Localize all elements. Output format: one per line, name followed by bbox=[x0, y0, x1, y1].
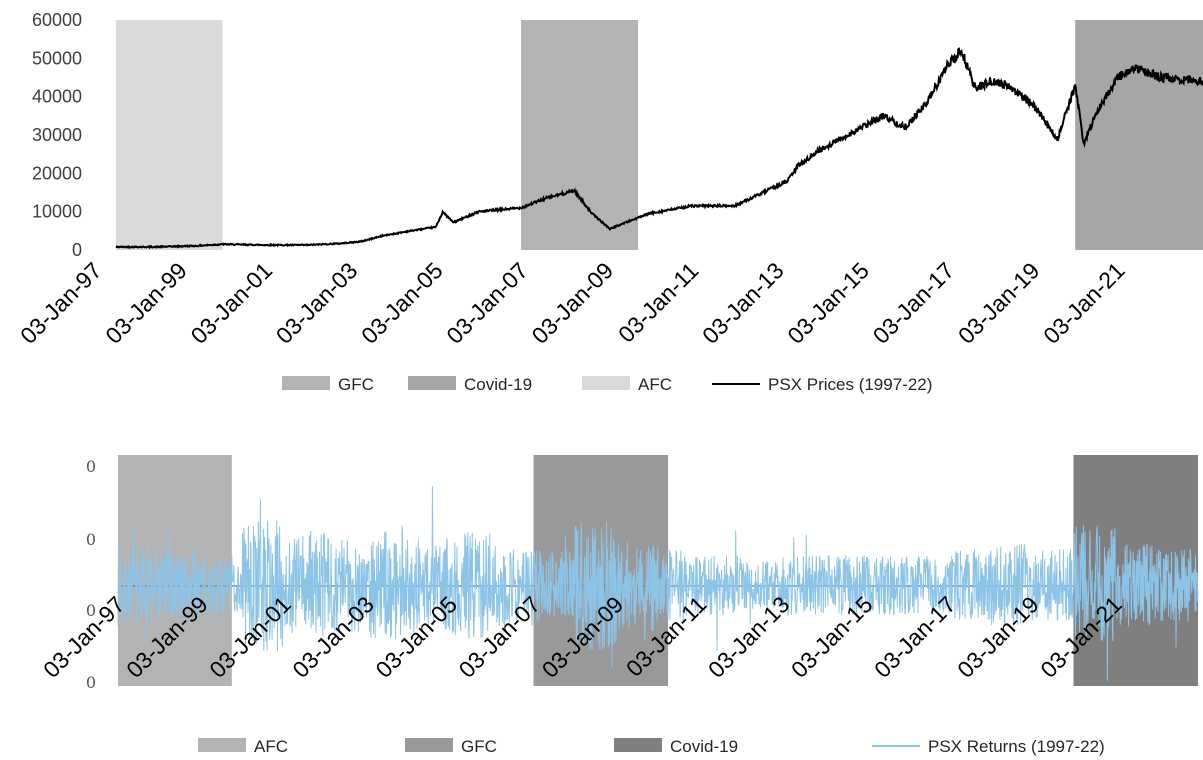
returns-legend-item: Covid-19 bbox=[614, 737, 738, 756]
returns-series-line bbox=[117, 486, 1199, 682]
prices-legend-item: AFC bbox=[582, 375, 672, 394]
returns-legend-item: GFC bbox=[405, 737, 497, 756]
prices-x-tick-label: 03-Jan-07 bbox=[441, 257, 533, 349]
returns-x-tick-label: 03-Jan-15 bbox=[786, 591, 878, 683]
prices-x-tick-label: 03-Jan-13 bbox=[697, 257, 789, 349]
prices-x-tick-label: 03-Jan-05 bbox=[356, 257, 448, 349]
prices-x-tick-label: 03-Jan-99 bbox=[100, 257, 192, 349]
prices-legend-label: AFC bbox=[638, 375, 672, 394]
returns-legend-swatch bbox=[405, 738, 453, 752]
prices-legend-label: Covid-19 bbox=[464, 375, 532, 394]
prices-y-tick-label: 20000 bbox=[32, 163, 82, 183]
prices-shade-covid-19 bbox=[1075, 20, 1203, 250]
prices-x-tick-label: 03-Jan-19 bbox=[953, 257, 1045, 349]
prices-x-tick-label: 03-Jan-11 bbox=[613, 257, 703, 347]
returns-x-tick-label: 03-Jan-19 bbox=[952, 591, 1044, 683]
returns-y-tick-label: 0 bbox=[86, 457, 96, 476]
returns-y-tick-label: 0 bbox=[86, 673, 96, 692]
prices-legend-swatch bbox=[582, 376, 630, 390]
prices-legend-item: Covid-19 bbox=[408, 375, 532, 394]
prices-y-tick-label: 10000 bbox=[32, 202, 82, 222]
prices-shade-afc bbox=[115, 20, 223, 250]
returns-legend-item: PSX Returns (1997-22) bbox=[872, 737, 1105, 756]
prices-y-tick-label: 60000 bbox=[32, 10, 82, 30]
prices-x-tick-label: 03-Jan-03 bbox=[271, 257, 363, 349]
prices-legend-item: GFC bbox=[282, 375, 374, 394]
returns-legend-label: Covid-19 bbox=[670, 737, 738, 756]
returns-legend-item: AFC bbox=[198, 737, 288, 756]
prices-legend-label: GFC bbox=[338, 375, 374, 394]
returns-legend-label: GFC bbox=[461, 737, 497, 756]
prices-x-tick-label: 03-Jan-97 bbox=[15, 257, 107, 349]
returns-x-tick-label: 03-Jan-17 bbox=[869, 591, 961, 683]
prices-x-tick-label: 03-Jan-01 bbox=[186, 257, 278, 349]
returns-legend-label: PSX Returns (1997-22) bbox=[928, 737, 1105, 756]
returns-x-tick-label: 03-Jan-97 bbox=[38, 591, 130, 683]
returns-legend-swatch bbox=[614, 738, 662, 752]
returns-legend-swatch bbox=[198, 738, 246, 752]
prices-legend-label: PSX Prices (1997-22) bbox=[768, 375, 932, 394]
prices-legend-item: PSX Prices (1997-22) bbox=[712, 375, 932, 394]
returns-y-tick-label: 0 bbox=[86, 530, 96, 549]
returns-legend-label: AFC bbox=[254, 737, 288, 756]
prices-x-tick-label: 03-Jan-17 bbox=[868, 257, 960, 349]
prices-x-tick-label: 03-Jan-21 bbox=[1038, 257, 1130, 349]
prices-y-tick-label: 0 bbox=[72, 240, 82, 260]
prices-series-line bbox=[115, 47, 1203, 250]
prices-legend-swatch bbox=[282, 376, 330, 390]
returns-y-tick-label: 0 bbox=[86, 601, 96, 620]
prices-y-tick-label: 30000 bbox=[32, 125, 82, 145]
prices-x-tick-label: 03-Jan-15 bbox=[782, 257, 874, 349]
prices-x-tick-label: 03-Jan-09 bbox=[527, 257, 619, 349]
prices-y-tick-label: 40000 bbox=[32, 87, 82, 107]
psx-prices-chart: 0 10000 20000 30000 40000 50000 60000 03-Jan-97… bbox=[15, 10, 1203, 394]
prices-legend-swatch bbox=[408, 376, 456, 390]
psx-returns-chart: 000003-Jan-9703-Jan-9903-Jan-0103-Jan-03… bbox=[38, 455, 1199, 756]
prices-shade-gfc bbox=[521, 20, 639, 250]
prices-y-tick-label: 50000 bbox=[32, 48, 82, 68]
